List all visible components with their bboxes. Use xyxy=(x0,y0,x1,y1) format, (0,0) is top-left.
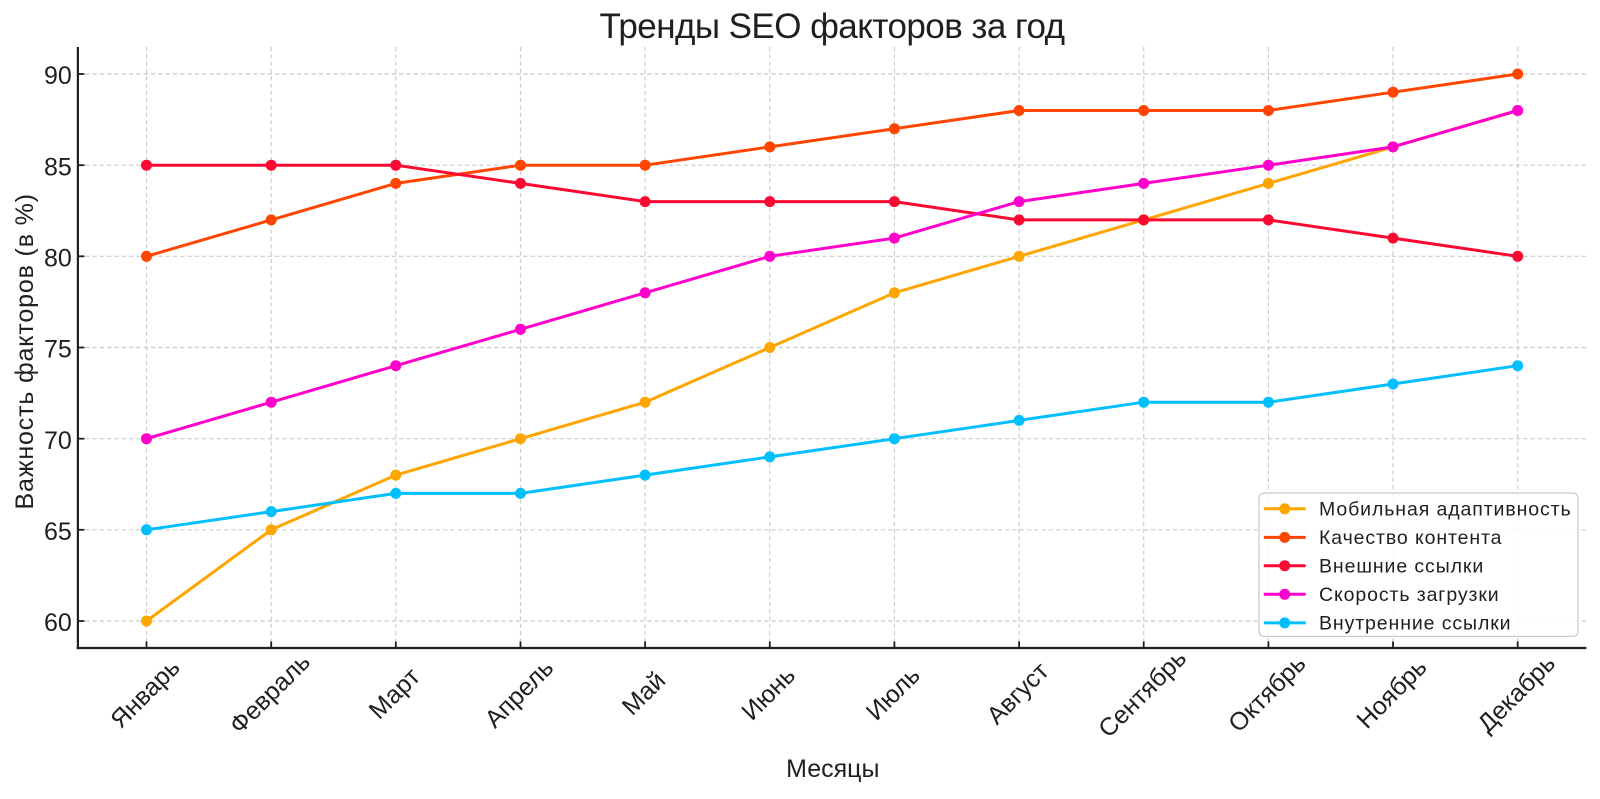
svg-text:Внешние ссылки: Внешние ссылки xyxy=(1319,556,1484,578)
svg-text:75: 75 xyxy=(44,336,72,364)
svg-text:80: 80 xyxy=(44,245,72,273)
svg-text:Внутренние ссылки: Внутренние ссылки xyxy=(1319,613,1511,635)
svg-text:90: 90 xyxy=(44,62,72,90)
svg-text:Мобильная адаптивность: Мобильная адаптивность xyxy=(1319,499,1572,521)
svg-text:Месяцы: Месяцы xyxy=(786,755,879,783)
svg-text:70: 70 xyxy=(44,427,72,455)
svg-text:85: 85 xyxy=(44,153,72,181)
svg-text:Важность факторов (в %): Важность факторов (в %) xyxy=(11,193,39,509)
svg-text:Качество контента: Качество контента xyxy=(1319,527,1502,549)
svg-text:Тренды SEO факторов за год: Тренды SEO факторов за год xyxy=(600,7,1065,46)
svg-text:Скорость загрузки: Скорость загрузки xyxy=(1319,584,1500,606)
svg-text:60: 60 xyxy=(44,609,72,637)
svg-text:65: 65 xyxy=(44,518,72,546)
